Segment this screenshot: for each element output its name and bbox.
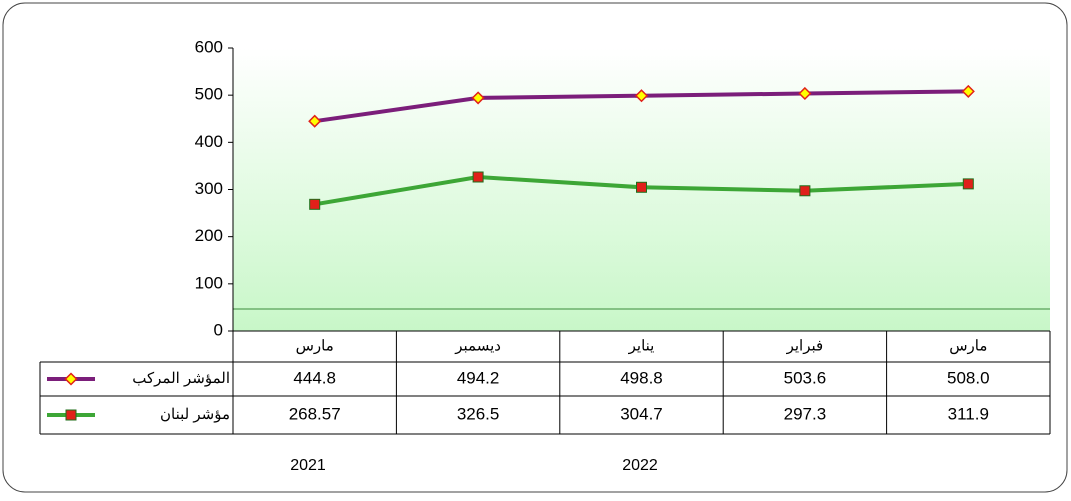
marker xyxy=(471,91,485,105)
table-value: 268.57 xyxy=(289,404,341,423)
marker xyxy=(65,409,77,421)
y-tick-label: 400 xyxy=(195,132,223,151)
marker xyxy=(472,171,484,183)
x-tick-label: مارس xyxy=(296,337,334,354)
marker xyxy=(64,372,78,386)
x-tick-label: يناير xyxy=(628,337,655,354)
x-tick-label: ديسمبر xyxy=(454,337,501,354)
marker xyxy=(309,198,321,210)
table-value: 311.9 xyxy=(948,404,989,423)
marker xyxy=(962,178,974,190)
table-value: 326.5 xyxy=(457,404,500,423)
table-value: 503.6 xyxy=(784,368,827,387)
x-tick-label: فبراير xyxy=(786,337,824,354)
marker xyxy=(961,84,975,98)
marker xyxy=(308,114,322,128)
year-label: 2022 xyxy=(622,457,658,474)
marker xyxy=(799,185,811,197)
marker xyxy=(636,181,647,193)
legend-label: مؤشر لبنان xyxy=(160,406,230,423)
marker xyxy=(798,86,812,101)
x-tick-label: مارس xyxy=(949,337,987,354)
table-value: 304.7 xyxy=(620,404,663,423)
table-value: 494.2 xyxy=(457,368,500,387)
marker xyxy=(634,89,649,103)
table-value: 444.8 xyxy=(293,368,336,387)
year-label: 2021 xyxy=(290,457,326,474)
legend-label: المؤشر المركب xyxy=(132,370,230,387)
table-value: 508.0 xyxy=(947,368,990,387)
table-value: 297.3 xyxy=(784,404,827,423)
y-tick-label: 200 xyxy=(195,226,223,245)
table-value: 498.8 xyxy=(620,368,663,387)
y-tick-label: 100 xyxy=(195,273,223,292)
y-tick-label: 500 xyxy=(195,85,223,104)
y-tick-label: 600 xyxy=(195,37,223,56)
y-tick-label: 0 xyxy=(214,320,223,339)
y-tick-label: 300 xyxy=(195,179,223,198)
